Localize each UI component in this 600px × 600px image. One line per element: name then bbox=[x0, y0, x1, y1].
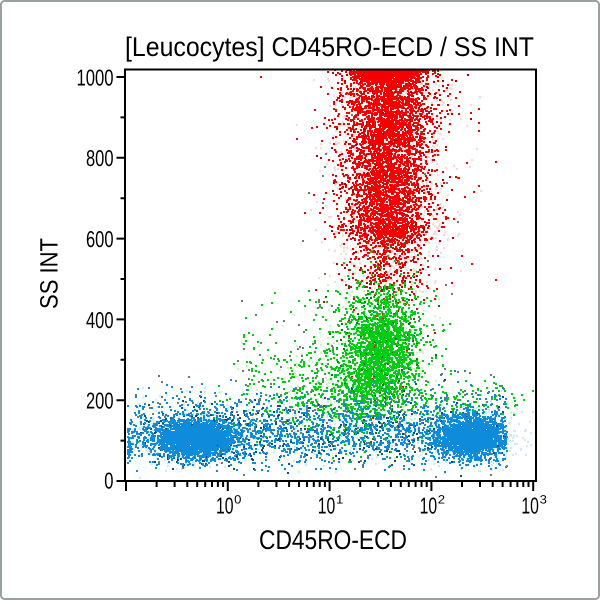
svg-text:[Leucocytes] CD45RO-ECD / SS I: [Leucocytes] CD45RO-ECD / SS INT bbox=[125, 32, 534, 62]
svg-text:1: 1 bbox=[336, 493, 344, 507]
svg-text:10: 10 bbox=[216, 493, 234, 519]
svg-text:10: 10 bbox=[521, 493, 539, 519]
svg-text:0: 0 bbox=[104, 468, 113, 494]
svg-text:0: 0 bbox=[234, 493, 242, 507]
svg-text:SS INT: SS INT bbox=[36, 238, 64, 309]
svg-text:600: 600 bbox=[86, 226, 114, 252]
svg-text:CD45RO-ECD: CD45RO-ECD bbox=[259, 525, 407, 555]
svg-text:3: 3 bbox=[540, 493, 548, 507]
svg-text:10: 10 bbox=[318, 493, 336, 519]
svg-text:800: 800 bbox=[86, 145, 114, 171]
svg-text:1000: 1000 bbox=[77, 65, 114, 91]
svg-text:200: 200 bbox=[86, 388, 114, 414]
svg-text:10: 10 bbox=[420, 493, 438, 519]
svg-text:2: 2 bbox=[438, 493, 446, 507]
svg-text:400: 400 bbox=[86, 307, 114, 333]
